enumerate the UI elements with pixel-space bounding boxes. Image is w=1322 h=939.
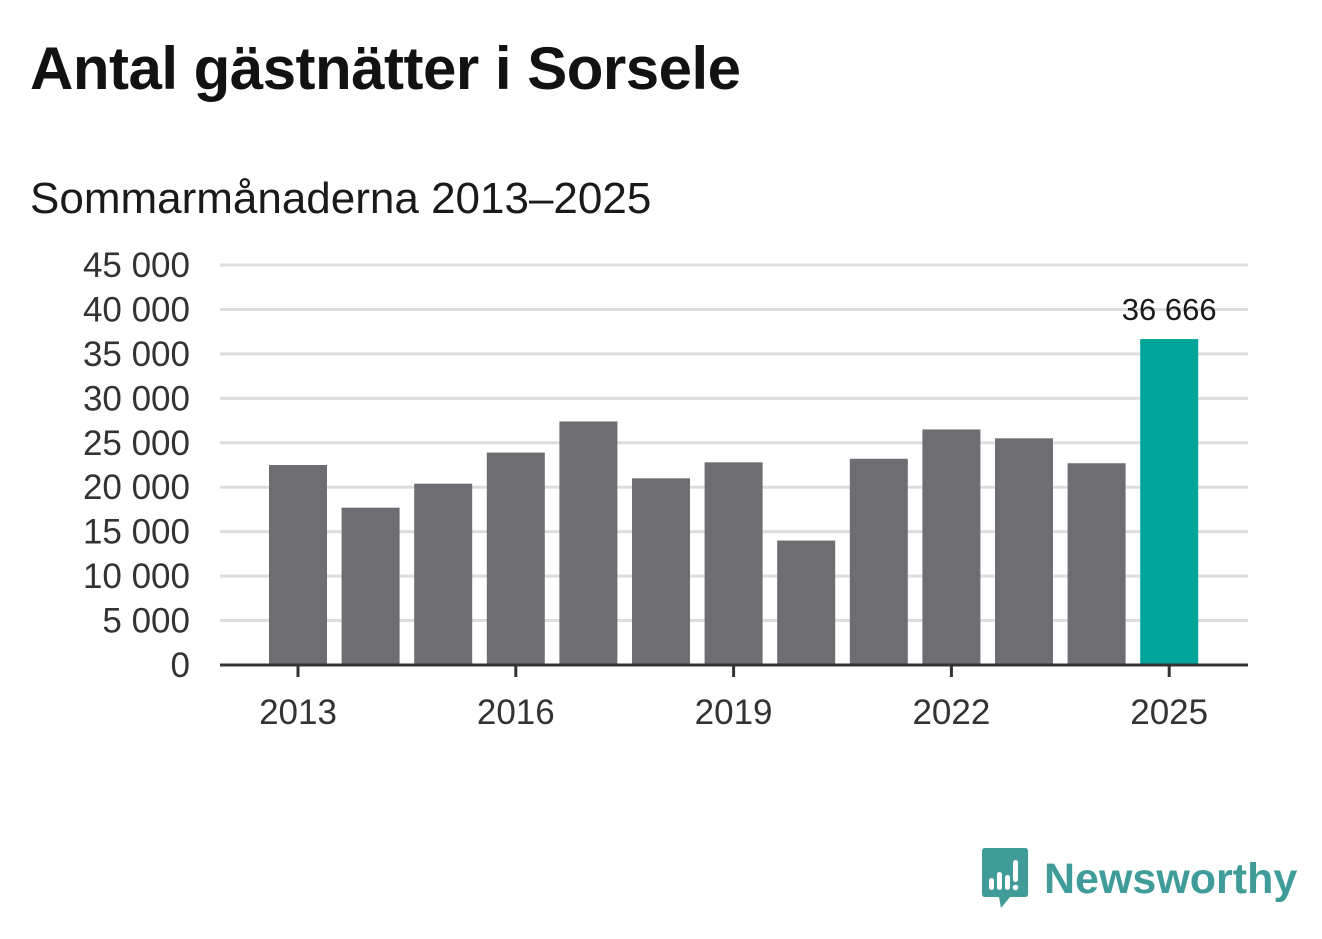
- x-axis: [220, 663, 1248, 677]
- y-tick-label: 40 000: [83, 290, 190, 329]
- x-tick-label: 2025: [1130, 693, 1208, 732]
- bar-2014: [341, 507, 400, 665]
- x-tick-label: 2022: [912, 693, 990, 732]
- data-label: 36 666: [1122, 292, 1217, 327]
- bar-2019: [704, 462, 763, 665]
- y-tick-label: 35 000: [83, 335, 190, 374]
- bar-2023: [995, 438, 1053, 665]
- newsworthy-logo-icon: [982, 848, 1028, 908]
- bar-2022: [922, 429, 981, 665]
- y-tick-label: 20 000: [83, 468, 190, 507]
- bar-2013: [269, 465, 327, 665]
- bar-2024: [1067, 463, 1126, 665]
- bar-2025: [1140, 339, 1199, 665]
- x-tick-label: 2016: [477, 693, 555, 732]
- newsworthy-logo: Newsworthy: [980, 848, 1297, 910]
- y-tick-label: 25 000: [83, 424, 190, 463]
- bar-2021: [849, 458, 908, 665]
- bar-2017: [559, 421, 618, 665]
- bars: [269, 339, 1199, 665]
- bar-2018: [632, 478, 690, 665]
- chart-title: Antal gästnätter i Sorsele: [30, 35, 741, 102]
- bar-2016: [486, 452, 545, 665]
- chart-subtitle: Sommarmånaderna 2013–2025: [30, 174, 652, 223]
- x-tick-label: 2019: [695, 693, 773, 732]
- bar-2020: [777, 540, 836, 665]
- y-tick-label: 10 000: [83, 557, 190, 596]
- y-tick-label: 45 000: [83, 246, 190, 285]
- y-tick-label: 15 000: [83, 513, 190, 552]
- y-tick-label: 30 000: [83, 379, 190, 418]
- x-tick-label: 2013: [259, 693, 337, 732]
- labels: 0 5 000 10 000 15 000 20 000 25 000 30 000 35 0…: [83, 246, 1217, 732]
- y-tick-label: 5 000: [102, 602, 190, 641]
- newsworthy-logo-text: Newsworthy: [1044, 854, 1298, 903]
- y-tick-label: 0: [171, 646, 190, 685]
- bar-2015: [414, 483, 473, 665]
